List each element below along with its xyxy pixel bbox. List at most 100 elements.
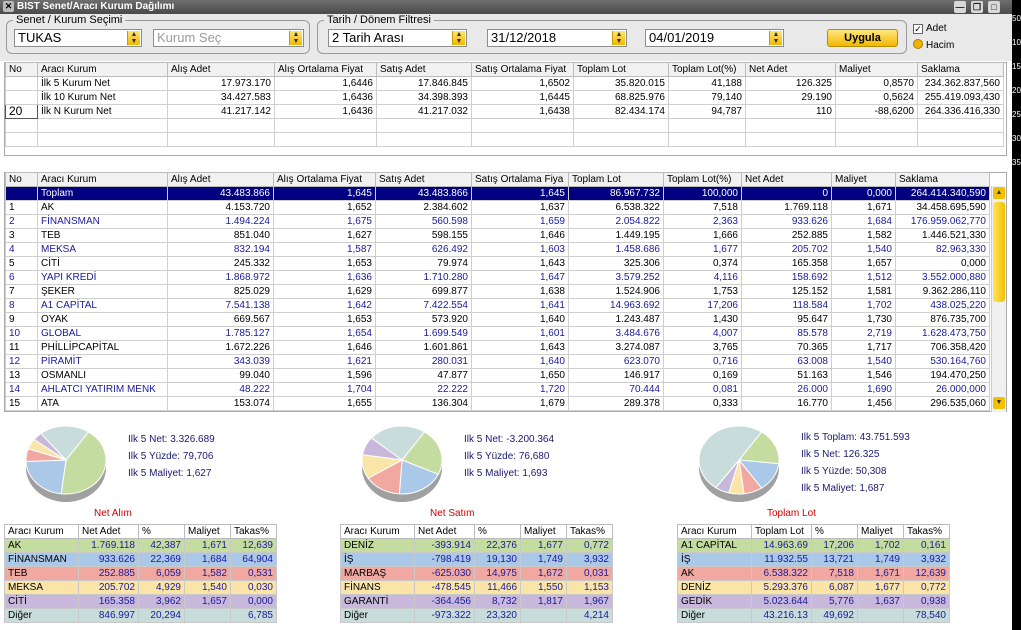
column-header[interactable]: Aracı Kurum [37,62,168,77]
column-header[interactable]: Aracı Kurum [4,524,79,539]
column-header[interactable]: Satış Adet [376,62,472,77]
table-row[interactable]: AK 1.769.118 42,387 1,671 12,639 [4,538,277,553]
column-header[interactable]: Toplam Lot(%) [668,62,746,77]
adet-checkbox[interactable]: ✓ Adet [913,23,947,35]
chevron-down-icon[interactable]: ▲ ▼ [452,31,465,45]
table-cell: 1,652 [273,200,376,215]
table-row[interactable]: 1 AK 4.153.720 1,652 2.384.602 1,637 6.538.322… [5,200,990,215]
column-header[interactable]: Satış Ortalama Fiya [471,172,569,187]
table-row[interactable]: 13 OSMANLI 99.040 1,596 47.877 1,650 146.917 0,… [5,368,990,383]
column-header[interactable]: Aracı Kurum [37,172,168,187]
column-header[interactable]: Alış Ortalama Fiyat [274,62,377,77]
column-header[interactable]: Satış Ortalama Fiyat [471,62,574,77]
main-scrollbar[interactable]: ▲ ▼ [991,186,1006,412]
column-header[interactable]: Maliyet [520,524,567,539]
column-header[interactable]: Toplam Lot [573,62,669,77]
table-row[interactable]: Diğer 846.997 20,294 6,785 [4,608,277,623]
chevron-down-icon[interactable]: ▲ ▼ [127,31,140,45]
column-header[interactable]: Aracı Kurum [340,524,415,539]
table-cell: 0,772 [566,538,613,553]
table-row[interactable]: Diğer -973.322 23,320 4,214 [340,608,613,623]
column-header[interactable]: Takas% [566,524,613,539]
scroll-thumb[interactable] [993,202,1005,302]
table-row[interactable]: 8 A1 CAPİTAL 7.541.138 1,642 7.422.554 1,641 1… [5,298,990,313]
table-row[interactable]: GARANTİ -364.456 8,732 1,817 1,967 [340,594,613,609]
table-row[interactable]: MEKSA 205.702 4,929 1,540 0,030 [4,580,277,595]
column-header[interactable]: % [474,524,521,539]
column-header[interactable]: No [5,172,38,187]
column-header[interactable]: Alış Ortalama Fiyat [273,172,376,187]
column-header[interactable]: Takas% [230,524,277,539]
column-header[interactable]: Maliyet [831,172,896,187]
table-row[interactable]: 3 TEB 851.040 1,627 598.155 1,646 1.449.195 1,6… [5,228,990,243]
table-row[interactable]: DENİZ 5.293.376 6,087 1,677 0,772 [677,580,950,595]
table-row[interactable]: MARBAŞ -625.030 14,975 1,672 0,031 [340,566,613,581]
table-row[interactable]: İlk 10 Kurum Net 34.427.583 1,6436 34.398.3… [5,90,1004,105]
column-header[interactable]: Aracı Kurum [677,524,752,539]
table-row[interactable]: 4 MEKSA 832.194 1,587 626.492 1,603 1.458.686 1… [5,242,990,257]
column-header[interactable]: Alış Adet [167,172,274,187]
table-row[interactable]: Toplam 43.483.866 1,645 43.483.866 1,645 86.9… [5,186,990,201]
table-row[interactable]: FİNANS -478.545 11,466 1,550 1,153 [340,580,613,595]
column-header[interactable]: Takas% [903,524,950,539]
table-row[interactable]: 6 YAPI KREDİ 1.868.972 1,636 1.710.280 1,647 3… [5,270,990,285]
table-row[interactable]: TEB 252.885 6,059 1,582 0,531 [4,566,277,581]
column-header[interactable]: Toplam Lot(%) [663,172,742,187]
table-row[interactable]: AK 6.538.322 7,518 1,671 12,639 [677,566,950,581]
table-row[interactable]: 12 PİRAMİT 343.039 1,621 280.031 1,640 623.070… [5,354,990,369]
table-row[interactable]: 2 FİNANSMAN 1.494.224 1,675 560.598 1,659 2.05… [5,214,990,229]
column-header[interactable]: Net Adet [741,172,832,187]
scroll-up-icon[interactable]: ▲ [993,187,1005,199]
table-cell: 34.398.393 [376,90,472,105]
column-header[interactable]: Alış Adet [167,62,275,77]
close-icon[interactable]: ✕ [3,1,14,12]
tarih-legend: Tarih / Dönem Filtresi [327,14,431,26]
table-row[interactable]: DENİZ -393.914 22,376 1,677 0,772 [340,538,613,553]
scroll-down-icon[interactable]: ▼ [993,397,1005,409]
column-header[interactable]: Toplam Lot [751,524,812,539]
senet-select[interactable]: TUKAS ▲ ▼ [14,29,142,47]
period-select[interactable]: 2 Tarih Arası ▲ ▼ [328,29,467,47]
column-header[interactable]: % [811,524,858,539]
start-date-field[interactable]: 31/12/2018 ▲ ▼ [487,29,627,47]
column-header[interactable]: Toplam Lot [568,172,664,187]
apply-button[interactable]: Uygula [827,29,898,47]
chevron-down-icon[interactable]: ▲ ▼ [612,31,625,45]
hacim-radio[interactable]: Hacim [913,39,954,52]
table-row[interactable]: İŞ 11.932.55 13,721 1,749 3,932 [677,552,950,567]
column-header[interactable]: Maliyet [184,524,231,539]
table-row[interactable]: 15 ATA 153.074 1,655 136.304 1,679 289.378 0,33… [5,396,990,411]
table-row[interactable]: 20 İlk N Kurum Net 41.217.142 1,6436 41.217.… [5,104,1004,119]
table-row[interactable]: CİTİ 165.358 3,962 1,657 0,000 [4,594,277,609]
table-row[interactable]: GEDİK 5.023.644 5,776 1,637 0,938 [677,594,950,609]
chevron-down-icon[interactable]: ▲ ▼ [769,31,782,45]
table-row[interactable]: 10 GLOBAL 1.785.127 1,654 1.699.549 1,601 3.48… [5,326,990,341]
kurum-select[interactable]: Kurum Seç ▲ ▼ [153,29,304,47]
column-header[interactable]: Saklama [895,172,990,187]
table-row[interactable]: FİNANSMAN 933.626 22,369 1,684 64,904 [4,552,277,567]
table-row[interactable]: İlk 5 Kurum Net 17.973.170 1,6446 17.846.84… [5,76,1004,91]
column-header[interactable]: Net Adet [78,524,139,539]
column-header[interactable]: Maliyet [835,62,918,77]
column-header[interactable]: Satış Adet [375,172,472,187]
maximize-icon[interactable]: □ [988,1,1000,13]
chevron-down-icon[interactable]: ▲ ▼ [289,31,302,45]
column-header[interactable]: Net Adet [745,62,836,77]
column-header[interactable]: No [5,62,38,77]
restore-icon[interactable]: ❐ [971,1,983,13]
column-header[interactable]: Saklama [917,62,1004,77]
column-header[interactable]: Maliyet [857,524,904,539]
table-row[interactable]: İŞ -798.419 19,130 1,749 3,932 [340,552,613,567]
table-row[interactable]: A1 CAPİTAL 14.963.69 17,206 1,702 0,161 [677,538,950,553]
table-row[interactable]: 7 ŞEKER 825.029 1,629 699.877 1,638 1.524.906 1… [5,284,990,299]
end-date-field[interactable]: 04/01/2019 ▲ ▼ [645,29,784,47]
table-row[interactable]: Diğer 43.216.13 49,692 78,540 [677,608,950,623]
minimize-icon[interactable]: — [954,1,966,13]
table-row[interactable]: 9 OYAK 669.567 1,653 573.920 1,640 1.243.487 1,… [5,312,990,327]
table-row[interactable]: 5 CİTİ 245.332 1,653 79.974 1,643 325.306 0,374… [5,256,990,271]
column-header[interactable]: % [138,524,185,539]
column-header[interactable]: Net Adet [414,524,475,539]
table-row[interactable]: 14 AHLATCI YATIRIM MENK 48.222 1,704 22.222 1… [5,382,990,397]
table-row[interactable]: 11 PHİLLİPCAPİTAL 1.672.226 1,646 1.601.861 1… [5,340,990,355]
table-cell: 1,702 [857,538,904,553]
